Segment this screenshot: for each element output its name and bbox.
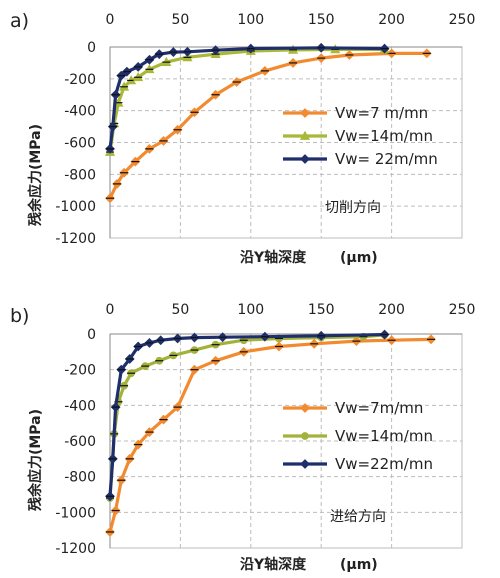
series-3 bbox=[105, 329, 390, 502]
legend-marker bbox=[300, 459, 310, 469]
y-tick-label: -600 bbox=[64, 434, 96, 450]
y-tick-label: -400 bbox=[64, 398, 96, 414]
direction-annotation: 切削方向 bbox=[325, 200, 381, 216]
legend-marker bbox=[299, 130, 311, 140]
panel-label: a) bbox=[10, 10, 29, 32]
legend-label: Vw= 22m/mn bbox=[335, 150, 438, 168]
y-axis-title: 残余应力(MPa) bbox=[27, 124, 44, 226]
y-tick-label: -1000 bbox=[55, 505, 96, 521]
legend-marker bbox=[300, 154, 310, 164]
y-tick-label: -200 bbox=[64, 363, 96, 379]
legend-marker bbox=[300, 108, 310, 118]
legend-label: Vw=7 m/mn bbox=[335, 104, 428, 122]
y-tick-label: -800 bbox=[64, 470, 96, 486]
x-tick-label: 150 bbox=[308, 12, 335, 28]
y-tick-label: -800 bbox=[64, 167, 96, 183]
x-tick-label: 200 bbox=[378, 12, 405, 28]
legend-label: Vw=14m/mn bbox=[335, 427, 433, 445]
y-axis-title: 残余应力(MPa) bbox=[27, 409, 44, 511]
x-tick-label: 50 bbox=[171, 12, 189, 28]
x-axis-title: 沿Y轴深度 bbox=[240, 556, 307, 573]
y-tick-label: -1200 bbox=[55, 231, 96, 247]
x-tick-label: 100 bbox=[237, 302, 264, 318]
legend: Vw=7m/mn Vw=14m/mn Vw=22m/mn bbox=[283, 399, 433, 473]
x-tick-label: 0 bbox=[106, 12, 115, 28]
legend-label: Vw=14m/mn bbox=[335, 127, 433, 145]
x-tick-label: 100 bbox=[237, 12, 264, 28]
y-tick-label: -1000 bbox=[55, 199, 96, 215]
legend-label: Vw=7m/mn bbox=[335, 399, 423, 417]
direction-annotation: 进给方向 bbox=[330, 509, 386, 525]
series-line bbox=[108, 51, 429, 200]
legend-marker bbox=[300, 403, 310, 413]
x-axis-unit: (μm) bbox=[340, 557, 378, 573]
y-tick-label: -1200 bbox=[55, 541, 96, 557]
series-1 bbox=[105, 48, 432, 204]
x-axis-unit: (μm) bbox=[340, 250, 378, 266]
series-line bbox=[108, 332, 387, 498]
x-axis-title: 沿Y轴深度 bbox=[240, 249, 307, 266]
y-tick-label: -600 bbox=[64, 136, 96, 152]
y-tick-label: 0 bbox=[87, 327, 96, 343]
x-tick-label: 250 bbox=[449, 12, 476, 28]
series-line bbox=[108, 337, 433, 534]
x-tick-label: 50 bbox=[171, 302, 189, 318]
panel-label: b) bbox=[10, 305, 29, 327]
chart-panel-b: b) 0 50 100 150 200 250 0 -200 -400 -600 -800 -1000 -… bbox=[10, 302, 475, 573]
x-tick-label: 150 bbox=[308, 302, 335, 318]
y-tick-label: -200 bbox=[64, 72, 96, 88]
x-tick-label: 200 bbox=[378, 302, 405, 318]
legend: Vw=7 m/mn Vw=14m/mn Vw= 22m/mn bbox=[283, 104, 438, 168]
series-1 bbox=[105, 334, 436, 537]
y-tick-label: 0 bbox=[87, 40, 96, 56]
series-3 bbox=[105, 42, 390, 154]
y-tick-label: -400 bbox=[64, 104, 96, 120]
legend-label: Vw=22m/mn bbox=[335, 455, 433, 473]
legend-marker bbox=[301, 432, 309, 440]
chart-panel-a: a) 0 50 100 150 200 250 0 -200 -400 -600 -800 -1000 -… bbox=[10, 10, 475, 266]
x-tick-label: 0 bbox=[106, 302, 115, 318]
x-tick-label: 250 bbox=[449, 302, 476, 318]
